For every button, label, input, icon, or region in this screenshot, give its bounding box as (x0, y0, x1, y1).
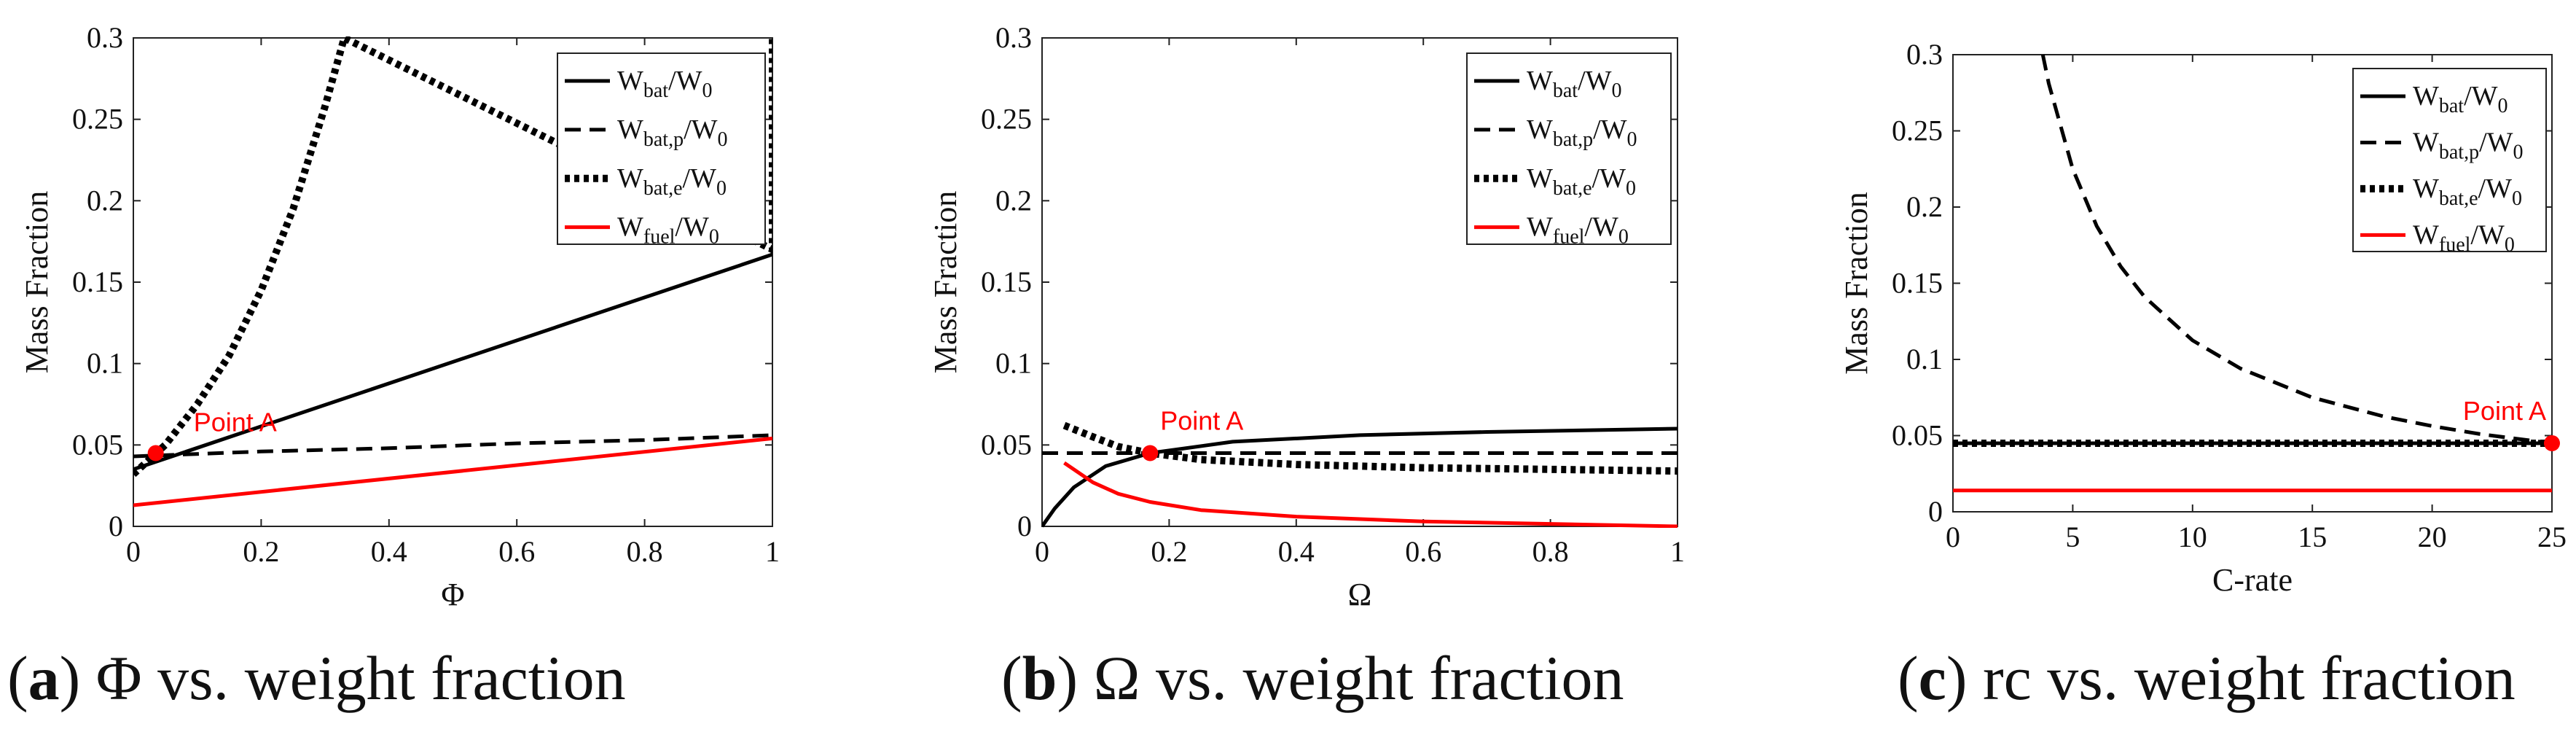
legend-label-1: Wbat,p/W0 (1527, 114, 1637, 151)
legend-label-1: Wbat,p/W0 (2413, 127, 2524, 163)
x-tick-label: 10 (2178, 521, 2207, 553)
series-line-2 (1062, 421, 1677, 475)
y-tick-label: 0.1 (995, 347, 1032, 380)
series-line-0 (133, 252, 772, 472)
x-tick-label: 0.6 (498, 535, 535, 568)
legend-label-3: Wfuel/W0 (617, 212, 719, 249)
x-tick-label: 20 (2418, 521, 2447, 553)
legend-label-3: Wfuel/W0 (1527, 212, 1629, 249)
legend: Wbat/W0 Wbat,p/W0 Wbat,e/W0 Wfuel/W0 (2352, 68, 2547, 256)
legend-label-0: Wbat/W0 (617, 66, 713, 102)
x-tick-label: 15 (2298, 521, 2327, 553)
point-a-label: Point A (1160, 406, 1243, 436)
y-tick-label: 0.3 (995, 21, 1032, 54)
legend-label-0: Wbat/W0 (1527, 66, 1622, 102)
y-tick-label: 0.25 (981, 103, 1032, 136)
x-tick-label: 0 (126, 535, 141, 568)
series-line-1 (133, 433, 772, 459)
caption-b-letter: b (1022, 643, 1057, 713)
caption-c-text: rc vs. weight fraction (1982, 643, 2516, 713)
y-tick-label: 0.1 (87, 347, 123, 380)
legend-label-1: Wbat,p/W0 (617, 114, 728, 151)
x-tick-label: 1 (765, 535, 780, 568)
y-tick-label: 0.05 (981, 428, 1032, 461)
x-tick-label: 0.4 (1278, 535, 1315, 568)
y-tick-label: 0.05 (72, 428, 123, 461)
y-tick-label: 0 (109, 510, 123, 542)
x-tick-label: 5 (2065, 521, 2080, 553)
y-tick-label: 0.15 (72, 265, 123, 298)
caption-a: (a) Φ vs. weight fraction (7, 643, 626, 713)
y-tick-label: 0.2 (87, 184, 123, 217)
y-tick-label: 0 (1928, 495, 1943, 528)
y-tick-label: 0 (1017, 510, 1032, 542)
legend-box (1466, 52, 1672, 245)
series-line-3 (133, 436, 772, 507)
x-tick-label: 0.8 (627, 535, 663, 568)
x-axis-label: Φ (441, 577, 464, 612)
legend-label-0: Wbat/W0 (2413, 81, 2508, 117)
caption-b: (b) Ω vs. weight fraction (1001, 643, 1624, 713)
x-tick-label: 0.2 (243, 535, 279, 568)
x-tick-label: 0 (1946, 521, 1960, 553)
point-a-label: Point A (2463, 396, 2546, 426)
legend-label-2: Wbat,e/W0 (1527, 163, 1636, 200)
point-a-marker (147, 445, 164, 461)
chart-panel-c: 0 5 10 15 20 25 0 0.05 0.1 0.15 0.2 0.25 0.3 C-rate Ma… (1839, 38, 2567, 598)
x-axis-label: Ω (1348, 577, 1372, 612)
y-tick-label: 0.3 (87, 21, 123, 54)
legend-label-2: Wbat,e/W0 (2413, 174, 2522, 210)
y-tick-label: 0.15 (981, 265, 1032, 298)
legend-label-3: Wfuel/W0 (2413, 219, 2515, 256)
legend-label-2: Wbat,e/W0 (617, 163, 727, 200)
y-tick-label: 0.2 (1906, 190, 1943, 223)
caption-a-text: Φ vs. weight fraction (95, 643, 626, 713)
point-a-label: Point A (194, 408, 277, 437)
y-tick-label: 0.05 (1892, 419, 1943, 452)
caption-a-letter: a (28, 643, 60, 713)
y-tick-label: 0.3 (1906, 38, 1943, 71)
chart-panel-b: 0 0.2 0.4 0.6 0.8 1 0 0.05 0.1 0.15 0.2 0.25 0.3 Ω Mas… (928, 21, 1685, 612)
point-a-marker (2544, 435, 2560, 451)
y-tick-label: 0.25 (72, 103, 123, 136)
y-tick-label: 0.25 (1892, 114, 1943, 147)
series-line-1 (2040, 54, 2552, 445)
caption-c-letter: c (1918, 643, 1946, 713)
y-axis-label: Mass Fraction (19, 191, 55, 374)
legend-box (557, 52, 766, 245)
caption-b-text: Ω vs. weight fraction (1093, 643, 1624, 713)
y-tick-label: 0.15 (1892, 267, 1943, 300)
chart-panel-a: 0 0.2 0.4 0.6 0.8 1 0 0.05 0.1 0.15 0.2 0.25 0.3 Φ Mas… (19, 21, 780, 612)
x-tick-label: 0.4 (371, 535, 407, 568)
y-axis-label: Mass Fraction (928, 191, 963, 374)
point-a-marker (1142, 445, 1159, 461)
y-axis-label: Mass Fraction (1839, 192, 1874, 375)
x-tick-label: 0.8 (1532, 535, 1569, 568)
x-axis-label: C-rate (2212, 562, 2293, 598)
series-line-3 (1063, 461, 1677, 528)
x-tick-label: 1 (1670, 535, 1685, 568)
legend: Wbat/W0 Wbat,p/W0 Wbat,e/W0 Wfuel/W0 (557, 52, 766, 249)
caption-c: (c) rc vs. weight fraction (1898, 643, 2516, 713)
y-tick-label: 0.2 (995, 184, 1032, 217)
x-tick-label: 0 (1035, 535, 1049, 568)
x-tick-label: 0.6 (1405, 535, 1441, 568)
legend: Wbat/W0 Wbat,p/W0 Wbat,e/W0 Wfuel/W0 (1466, 52, 1672, 249)
y-tick-label: 0.1 (1906, 343, 1943, 375)
legend-box (2352, 68, 2547, 252)
x-tick-label: 0.2 (1151, 535, 1187, 568)
x-tick-label: 25 (2537, 521, 2567, 553)
